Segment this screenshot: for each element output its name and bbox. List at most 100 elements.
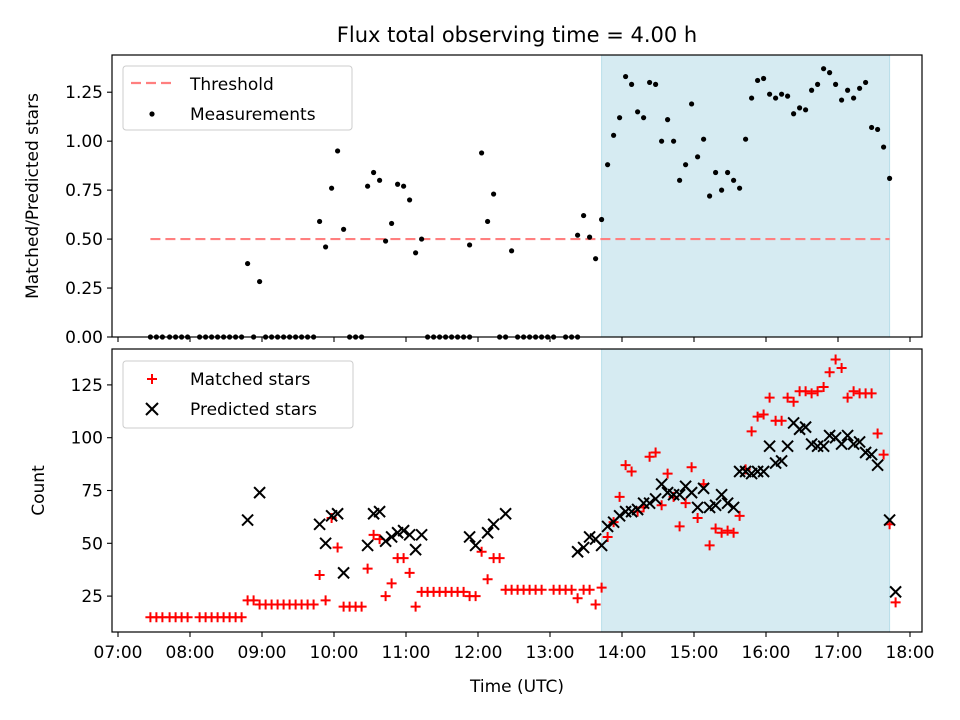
matched-star-point <box>536 584 547 595</box>
measurement-point <box>479 150 485 156</box>
measurement-point <box>401 183 407 189</box>
predicted-star-point <box>613 509 626 523</box>
matched-star-point <box>782 392 793 403</box>
measurement-point <box>647 79 653 86</box>
matched-star-point <box>332 542 343 553</box>
measurement-point <box>869 124 875 131</box>
measurement-point <box>743 136 749 142</box>
matched-star-point <box>734 510 745 521</box>
top-ytick-label: 1.25 <box>65 83 103 103</box>
measurement-point <box>581 212 587 219</box>
matched-star-point <box>812 386 823 397</box>
measurement-point <box>485 218 491 225</box>
measurement-point <box>677 177 683 183</box>
bottom-panel: 25 50 75 100 125 07:00 08:00 09:00 10:00 11:00 12… <box>29 348 935 697</box>
measurement-point <box>875 126 881 133</box>
matched-star-point <box>356 601 367 612</box>
measurement-point <box>587 234 593 240</box>
matched-star-point <box>878 449 889 460</box>
measurement-point <box>407 197 413 203</box>
matched-star-point <box>788 396 799 407</box>
matched-star-point <box>722 525 733 536</box>
matched-star-point <box>182 612 193 623</box>
predicted-star-point <box>379 534 392 548</box>
bottom-xtick-label: 09:00 <box>238 643 287 663</box>
measurements-points <box>147 66 893 340</box>
measurement-point <box>365 183 371 189</box>
measurement-point <box>845 87 851 93</box>
measurement-point <box>659 138 665 144</box>
top-y-axis-label: Matched/Predicted stars <box>23 93 43 299</box>
predicted-star-point <box>781 439 794 453</box>
measurement-point <box>623 73 629 80</box>
measurement-point <box>779 91 785 97</box>
predicted-star-point <box>835 437 848 451</box>
measurement-point <box>341 226 347 232</box>
top-ytick-label: 0.50 <box>65 230 103 250</box>
top-ytick-label: 0.75 <box>65 181 103 201</box>
matched-star-point <box>836 363 847 374</box>
predicted-star-point <box>373 505 386 518</box>
predicted-star-point <box>499 507 512 520</box>
top-legend-box <box>122 65 353 131</box>
predicted-star-point <box>415 528 428 542</box>
predicted-star-point <box>691 501 704 514</box>
predicted-star-point <box>397 524 410 537</box>
measurement-point <box>467 242 473 248</box>
matched-star-point <box>398 553 409 564</box>
measurement-point <box>323 244 329 250</box>
measurement-point <box>245 260 251 267</box>
measurement-point <box>653 81 659 87</box>
bottom-observing-span-shade <box>601 348 891 633</box>
matched-star-point <box>842 392 853 403</box>
bottom-xtick-label: 10:00 <box>310 643 359 663</box>
predicted-star-point <box>487 518 500 531</box>
predicted-star-point <box>871 458 884 472</box>
top-x-ticks <box>117 337 911 342</box>
matched-star-point <box>410 601 421 612</box>
bottom-legend-box <box>122 360 354 429</box>
measurement-point <box>809 87 815 93</box>
measurement-point <box>317 218 323 225</box>
matched-star-point <box>644 451 655 462</box>
matched-star-point <box>866 388 877 399</box>
predicted-star-point <box>727 501 740 514</box>
measurement-point <box>689 101 695 107</box>
predicted-star-point <box>709 499 722 512</box>
bottom-ytick-label: 125 <box>71 376 103 396</box>
matched-star-point <box>236 612 247 623</box>
matched-star-point <box>584 584 595 595</box>
predicted-star-point <box>643 496 656 510</box>
legend-matched-label: Matched stars <box>190 370 310 390</box>
measurement-point <box>887 175 893 181</box>
bottom-legend: Matched stars Predicted stars <box>122 360 354 429</box>
measurement-point <box>761 75 767 82</box>
predicted-star-point <box>331 507 344 520</box>
bottom-xtick-label: 13:00 <box>526 643 575 663</box>
matched-star-point <box>662 468 673 479</box>
measurement-point <box>371 169 377 176</box>
bottom-xtick-label: 11:00 <box>382 643 431 663</box>
bottom-panel-frame <box>111 348 923 633</box>
predicted-star-point <box>469 539 482 552</box>
measurement-point <box>701 136 707 142</box>
measurement-point <box>575 232 581 238</box>
matched-star-point <box>572 593 583 604</box>
measurement-point <box>749 95 755 101</box>
measurement-point <box>803 107 809 113</box>
measurement-point <box>383 238 389 244</box>
matched-star-point <box>656 500 667 511</box>
measurement-point <box>593 256 599 262</box>
matched-star-point <box>590 599 601 610</box>
top-panel-frame <box>111 54 923 338</box>
bottom-xtick-label: 17:00 <box>814 643 863 663</box>
matched-star-point <box>800 386 811 397</box>
predicted-star-point <box>571 545 584 558</box>
matched-star-point <box>674 521 685 532</box>
matched-star-point <box>704 540 715 551</box>
predicted-stars-points <box>241 416 902 599</box>
measurement-point <box>671 138 677 144</box>
matched-star-point <box>728 527 739 538</box>
top-panel: 0.00 0.25 0.50 0.75 1.00 1.25 Matched/Predict… <box>23 54 923 348</box>
matched-star-point <box>752 411 763 422</box>
